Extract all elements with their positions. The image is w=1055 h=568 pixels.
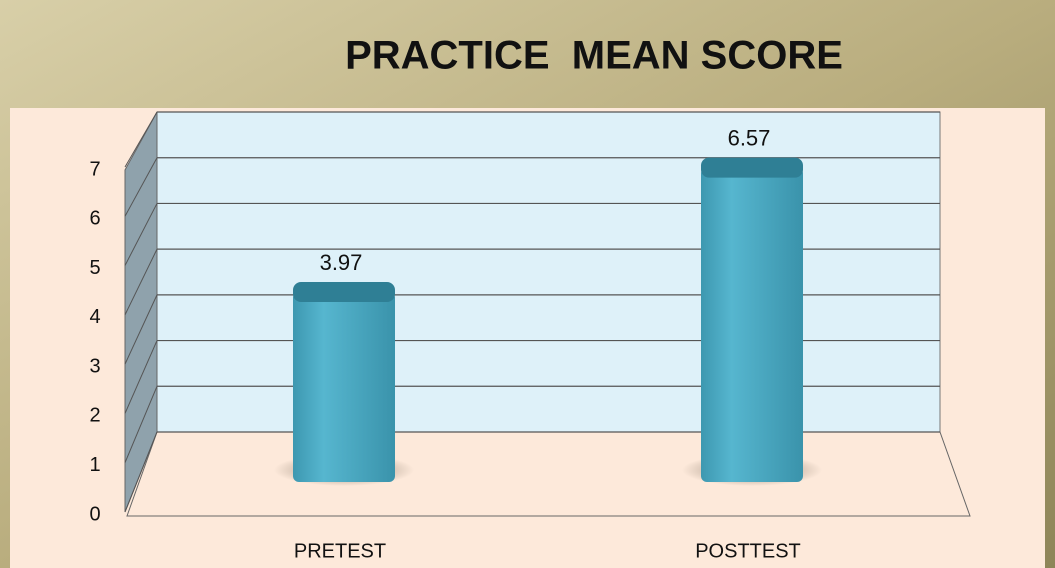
y-tick-label: 0 xyxy=(89,503,100,525)
grid-line-side xyxy=(124,157,158,217)
y-tick-label: 2 xyxy=(89,405,100,427)
bar-top xyxy=(701,157,803,178)
grid-line-side xyxy=(124,111,158,168)
y-tick-label: 6 xyxy=(89,208,100,230)
x-tick-label: POSTTEST xyxy=(695,540,801,562)
y-tick-label: 1 xyxy=(89,454,100,476)
y-tick-label: 5 xyxy=(89,257,100,279)
y-tick-label: 3 xyxy=(89,355,100,377)
grid-line-side xyxy=(124,340,158,414)
grid-line-side xyxy=(124,248,158,316)
bar-top xyxy=(293,282,395,303)
back-wall xyxy=(156,111,941,433)
x-tick-label: PRETEST xyxy=(294,540,386,562)
grid-line-side xyxy=(124,386,158,463)
floor xyxy=(126,431,971,517)
y-tick-label: 4 xyxy=(89,306,100,328)
y-tick-label: 7 xyxy=(89,158,100,180)
grid-line-side xyxy=(124,431,158,513)
value-label: 3.97 xyxy=(320,250,363,275)
bar xyxy=(293,292,395,482)
value-label: 6.57 xyxy=(728,125,771,150)
grid-line-side xyxy=(124,294,158,365)
bar xyxy=(701,167,803,483)
grid-line-side xyxy=(124,203,158,266)
chart-title: PRACTICE MEAN SCORE xyxy=(345,34,843,78)
